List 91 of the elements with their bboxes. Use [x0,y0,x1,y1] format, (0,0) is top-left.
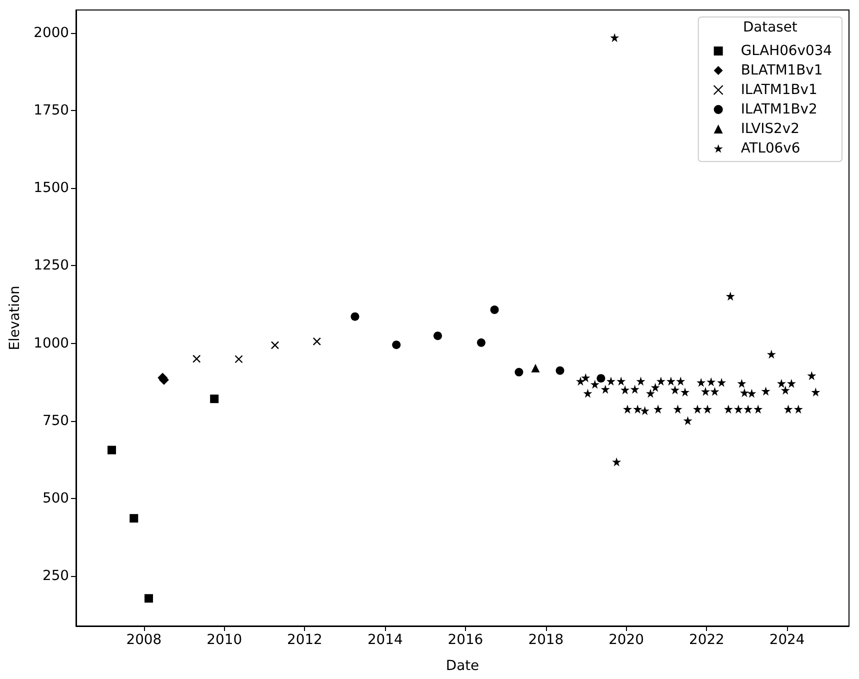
point [692,404,702,414]
legend-label: BLATM1Bv1 [740,62,823,78]
legend-label: ILATM1Bv2 [740,102,818,118]
point [633,404,642,414]
point [726,292,735,301]
point [666,376,676,386]
point [350,312,360,321]
point [636,376,646,386]
point [590,380,600,389]
point [144,594,153,603]
x-tick-label: 2008 [126,632,162,648]
point [630,384,640,394]
point [776,378,786,388]
point [706,377,716,386]
point [737,378,746,388]
point [108,446,116,454]
point [650,382,660,392]
x-tick-label: 2010 [206,632,242,648]
y-tick-label: 750 [42,412,69,429]
point [702,404,712,414]
point [581,373,590,382]
point [234,355,243,364]
point [514,368,524,376]
y-tick-label: 1500 [34,180,69,196]
legend-label: ATL06v6 [740,140,800,156]
point [210,394,219,404]
point [754,404,763,414]
point [622,404,632,414]
point [656,376,666,386]
point [761,386,770,396]
point [766,350,776,359]
point [583,388,592,398]
x-tick-label: 2018 [528,632,564,648]
point [807,371,816,380]
x-tick-label: 2014 [367,632,403,648]
x-tick-label: 2024 [769,632,805,648]
y-tick-label: 1750 [34,102,69,119]
point [616,376,626,386]
legend-title: Dataset [742,20,798,36]
y-tick-label: 500 [42,490,69,506]
x-tick-label: 2012 [287,632,322,648]
point [700,386,710,396]
point [610,33,620,42]
point [646,388,655,398]
point [740,388,749,398]
point [596,374,606,383]
point [673,404,682,414]
point [433,332,442,340]
point [780,386,790,395]
point [312,337,321,346]
point [747,388,756,398]
point [670,385,680,394]
point [710,386,720,396]
point [620,385,630,394]
y-tick-label: 1000 [34,335,69,352]
point [786,378,796,388]
point [640,406,650,416]
x-tick-label: 2020 [608,632,644,648]
point [724,404,733,414]
point [744,404,753,414]
point [654,404,663,414]
point [784,404,793,414]
point [192,354,201,363]
y-axis-title: Elevation [7,286,23,350]
legend-label: GLAH06v034 [740,43,832,59]
point [130,514,138,523]
point [600,384,610,394]
y-tick-label: 1250 [34,258,69,274]
point [392,340,401,350]
point [811,388,820,397]
point [696,378,706,387]
point [606,376,616,386]
point [612,457,622,466]
x-tick-label: 2016 [448,632,484,648]
x-tick-label: 2022 [689,632,724,648]
y-tick-label: 250 [42,568,69,584]
y-tick-label: 2000 [34,24,69,41]
point [683,416,692,426]
point [476,338,486,347]
point [794,404,803,414]
point [734,404,743,414]
point [676,376,686,386]
legend-label: ILVIS2v2 [740,121,800,137]
point [490,306,499,314]
point [717,378,726,387]
point [556,366,564,375]
point [270,341,280,350]
x-axis-title: Date [446,658,480,674]
point [680,388,690,397]
legend-label: ILATM1Bv1 [740,82,818,98]
point [531,364,540,372]
